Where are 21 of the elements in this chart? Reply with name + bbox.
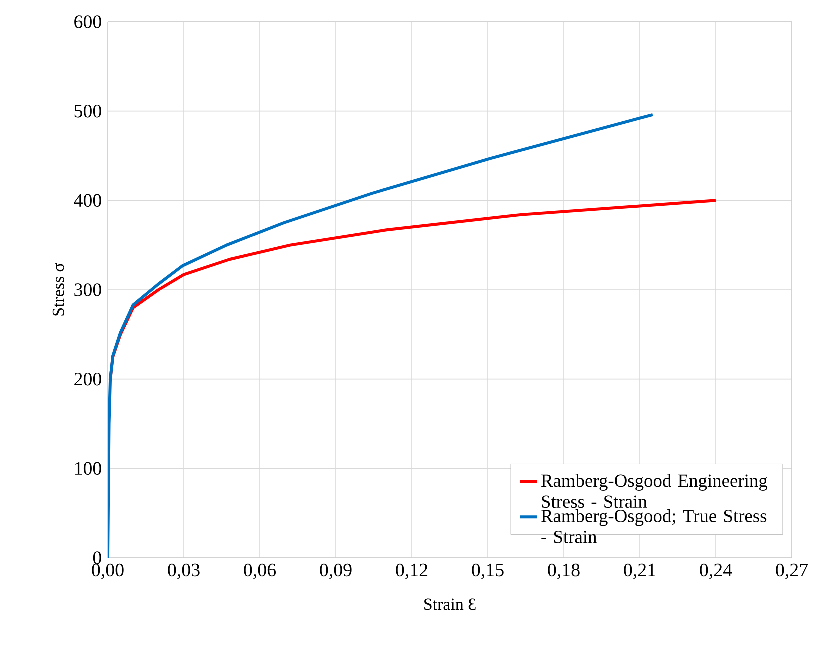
y-tick-label: 300 bbox=[74, 284, 102, 296]
y-tick-label: 400 bbox=[74, 194, 102, 208]
y-axis-title: Stress σ bbox=[52, 263, 64, 316]
y-tick-label: 500 bbox=[74, 104, 102, 118]
y-tick-label: 600 bbox=[74, 16, 102, 28]
x-tick-label: 0,03 bbox=[168, 564, 200, 580]
x-tick-label: 0,18 bbox=[548, 564, 580, 580]
x-tick-label: 0,12 bbox=[396, 564, 428, 580]
x-tick-label: 0,21 bbox=[624, 564, 656, 580]
y-tick-label: 100 bbox=[75, 462, 102, 476]
x-tick-label: 0,27 bbox=[776, 564, 808, 580]
legend-label: Ramberg-Osgood Engineering Stress - Strain bbox=[541, 474, 768, 508]
x-tick-label: 0,00 bbox=[92, 564, 124, 580]
x-tick-label: 0,06 bbox=[244, 564, 276, 580]
legend-label: Ramberg-Osgood; True Stress - Strain bbox=[541, 509, 767, 544]
y-tick-label: 200 bbox=[74, 372, 102, 386]
x-tick-label: 0,15 bbox=[472, 564, 504, 580]
x-axis-title: Strain Ɛ bbox=[424, 598, 476, 610]
x-tick-label: 0,09 bbox=[320, 564, 352, 580]
y-tick-label: 0 bbox=[93, 552, 102, 564]
x-tick-label: 0,24 bbox=[700, 564, 732, 580]
